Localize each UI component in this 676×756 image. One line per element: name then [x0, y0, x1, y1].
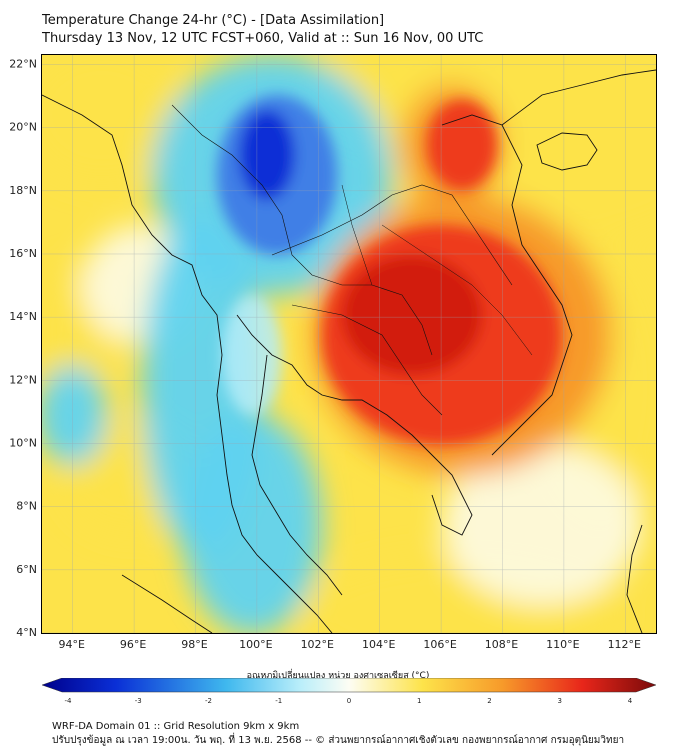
latitude-label: 20°N [9, 121, 37, 134]
longitude-label: 102°E [301, 638, 334, 651]
longitude-label: 110°E [546, 638, 579, 651]
latitude-label: 10°N [9, 436, 37, 449]
footer-line-1: WRF-DA Domain 01 :: Grid Resolution 9km … [52, 721, 300, 732]
temperature-core [217, 95, 562, 445]
map-canvas [42, 55, 656, 633]
colorbar-ticks: -4 -3 -2 -1 0 1 2 3 4 [65, 697, 633, 705]
colorbar-tick-label: -3 [135, 697, 142, 705]
colorbar-tick-label: 0 [347, 697, 351, 705]
longitude-label: 96°E [120, 638, 146, 651]
longitude-ticks: 94°E 96°E 98°E 100°E 102°E 104°E 106°E 108°E 110… [58, 638, 641, 651]
longitude-label: 94°E [58, 638, 84, 651]
footer: WRF-DA Domain 01 :: Grid Resolution 9km … [52, 720, 624, 748]
latitude-label: 12°N [9, 373, 37, 386]
temperature-change-map [41, 54, 657, 634]
colorbar-tick-label: 3 [558, 697, 562, 705]
latitude-label: 22°N [9, 57, 37, 70]
colorbar-tick-label: -4 [65, 697, 73, 705]
colorbar-caption: อุณหภูมิเปลี่ยนแปลง หน่วย องศาเซลเซียส (… [246, 671, 430, 681]
colorbar-tick-label: -2 [205, 697, 212, 705]
longitude-label: 100°E [239, 638, 272, 651]
coastlines [42, 69, 656, 633]
latitude-ticks: 22°N 20°N 18°N 16°N 14°N 12°N 10°N 8°N 6°N 4°N [9, 57, 37, 639]
colorbar: -4 -3 -2 -1 0 1 2 3 4 [41, 678, 657, 705]
footer-line-2: ปรับปรุงข้อมูล ณ เวลา 19:00น. วัน พฤ. ที… [52, 735, 625, 746]
latitude-label: 6°N [16, 563, 37, 576]
title-line-1: Temperature Change 24-hr (°C) - [Data As… [42, 13, 385, 28]
colorbar-tick-label: 1 [417, 697, 421, 705]
longitude-label: 104°E [362, 638, 395, 651]
colorbar-gradient [41, 678, 657, 693]
latitude-label: 4°N [16, 626, 37, 639]
latitude-label: 8°N [16, 500, 37, 513]
colorbar-tick-label: -1 [275, 697, 282, 705]
colorbar-tick-label: 4 [628, 697, 633, 705]
longitude-label: 98°E [181, 638, 207, 651]
longitude-label: 112°E [608, 638, 641, 651]
longitude-label: 106°E [423, 638, 456, 651]
lat-lon-grid [42, 55, 656, 633]
longitude-label: 108°E [485, 638, 518, 651]
latitude-label: 16°N [9, 247, 37, 260]
latitude-label: 14°N [9, 310, 37, 323]
title-line-2: Thursday 13 Nov, 12 UTC FCST+060, Valid … [42, 31, 484, 46]
map-title: Temperature Change 24-hr (°C) - [Data As… [42, 12, 483, 48]
colorbar-tick-label: 2 [487, 697, 491, 705]
latitude-label: 18°N [9, 184, 37, 197]
